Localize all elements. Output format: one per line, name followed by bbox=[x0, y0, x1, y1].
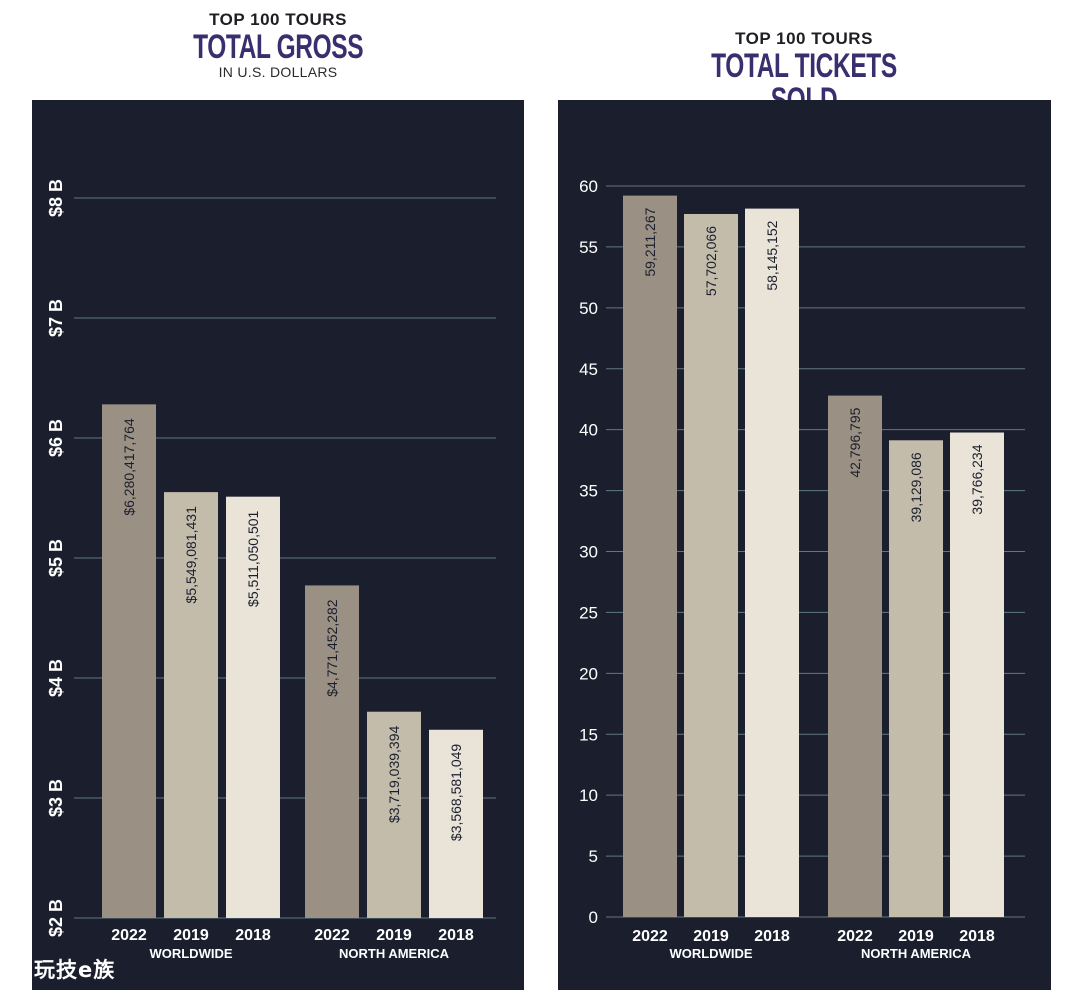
y-tick-label: 55 bbox=[579, 238, 598, 257]
x-year-label: 2018 bbox=[754, 928, 790, 945]
x-year-label: 2022 bbox=[632, 928, 668, 945]
y-tick-label: $4 B bbox=[46, 659, 66, 697]
x-group-label: NORTH AMERICA bbox=[861, 946, 972, 961]
y-tick-label: 35 bbox=[579, 482, 598, 501]
bar bbox=[102, 404, 156, 918]
y-tick-label: $2 B bbox=[46, 899, 66, 937]
bar-value-label: $6,280,417,764 bbox=[121, 418, 137, 516]
x-year-label: 2019 bbox=[376, 927, 412, 944]
tickets-chart-panel: 0 5 10 15 20 25 30 35 40 45 50 55 60 59,211,267 2022 57… bbox=[558, 100, 1051, 990]
x-year-label: 2022 bbox=[314, 927, 350, 944]
bar bbox=[429, 729, 483, 918]
bar bbox=[684, 213, 738, 918]
y-tick-label: $3 B bbox=[46, 779, 66, 817]
y-tick-label: 40 bbox=[579, 421, 598, 440]
y-tick-label: 5 bbox=[589, 847, 598, 866]
x-group-label: WORLDWIDE bbox=[669, 946, 752, 961]
x-year-label: 2018 bbox=[438, 927, 474, 944]
y-tick-label: 30 bbox=[579, 543, 598, 562]
gross-title: TOTAL GROSS bbox=[192, 28, 364, 66]
bar-value-label: $5,549,081,431 bbox=[183, 506, 199, 604]
x-year-label: 2019 bbox=[173, 927, 209, 944]
watermark-text: 玩技e族 bbox=[34, 958, 116, 982]
y-tick-label: 15 bbox=[579, 725, 598, 744]
y-tick-label: 20 bbox=[579, 664, 598, 683]
bar-value-label: 57,702,066 bbox=[703, 226, 719, 296]
y-tick-label: 10 bbox=[579, 786, 598, 805]
gross-kicker: TOP 100 TOURS bbox=[209, 10, 347, 29]
bar-value-label: 42,796,795 bbox=[847, 407, 863, 477]
x-group-label: WORLDWIDE bbox=[149, 946, 232, 961]
tickets-kicker: TOP 100 TOURS bbox=[735, 29, 873, 48]
y-tick-label: 50 bbox=[579, 299, 598, 318]
y-tick-label: 0 bbox=[589, 908, 598, 927]
bar-value-label: 39,766,234 bbox=[969, 444, 985, 514]
x-year-label: 2022 bbox=[837, 928, 873, 945]
bar bbox=[164, 492, 218, 918]
bar bbox=[950, 432, 1004, 917]
bar bbox=[889, 440, 943, 917]
bar bbox=[367, 711, 421, 918]
gross-chart: $2 B $3 B $4 B $5 B $6 B $7 B $8 B $6,280,417,7… bbox=[46, 179, 496, 961]
x-year-label: 2018 bbox=[235, 927, 271, 944]
y-tick-label: $5 B bbox=[46, 539, 66, 577]
bar bbox=[226, 496, 280, 918]
bar bbox=[305, 585, 359, 918]
bar-value-label: 39,129,086 bbox=[908, 452, 924, 522]
y-tick-label: 60 bbox=[579, 177, 598, 196]
bar-value-label: 58,145,152 bbox=[764, 220, 780, 290]
bar-value-label: $4,771,452,282 bbox=[324, 599, 340, 697]
y-tick-label: $6 B bbox=[46, 419, 66, 457]
bar-value-label: $3,568,581,049 bbox=[448, 744, 464, 842]
y-tick-label: 25 bbox=[579, 603, 598, 622]
x-group-label: NORTH AMERICA bbox=[339, 946, 450, 961]
bar bbox=[828, 395, 882, 917]
bar bbox=[623, 195, 677, 918]
gross-chart-panel: $2 B $3 B $4 B $5 B $6 B $7 B $8 B $6,280,417,7… bbox=[32, 100, 524, 990]
y-tick-label: $7 B bbox=[46, 299, 66, 337]
bar-value-label: 59,211,267 bbox=[642, 207, 658, 276]
gross-title-block: TOP 100 TOURS TOTAL GROSS IN U.S. DOLLAR… bbox=[158, 10, 398, 80]
bar-value-label: $5,511,050,501 bbox=[245, 510, 261, 606]
y-tick-label: $8 B bbox=[46, 179, 66, 217]
y-tick-label: 45 bbox=[579, 360, 598, 379]
x-year-label: 2018 bbox=[959, 928, 995, 945]
x-year-label: 2022 bbox=[111, 927, 147, 944]
gross-subtitle: IN U.S. DOLLARS bbox=[218, 64, 338, 80]
tickets-chart: 0 5 10 15 20 25 30 35 40 45 50 55 60 59,211,267 2022 57… bbox=[579, 177, 1025, 961]
bar-value-label: $3,719,039,394 bbox=[386, 726, 402, 824]
x-year-label: 2019 bbox=[693, 928, 729, 945]
x-year-label: 2019 bbox=[898, 928, 934, 945]
bar bbox=[745, 208, 799, 917]
